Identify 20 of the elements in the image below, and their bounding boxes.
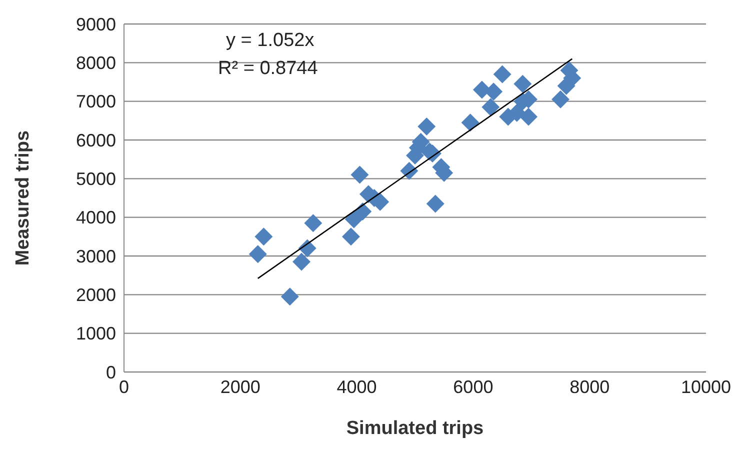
annotation: y = 1.052x bbox=[226, 30, 314, 52]
annotation: R² = 0.8744 bbox=[218, 58, 318, 80]
x-tick-label: 0 bbox=[118, 376, 130, 397]
y-tick-label: 0 bbox=[106, 362, 116, 382]
y-tick-label: 6000 bbox=[76, 130, 116, 150]
y-tick-label: 2000 bbox=[76, 285, 116, 306]
y-tick-label: 4000 bbox=[76, 208, 116, 228]
x-tick-label: 8000 bbox=[570, 376, 610, 397]
y-tick-label: 8000 bbox=[76, 53, 116, 74]
y-tick-label: 1000 bbox=[76, 324, 116, 344]
y-tick-label: 9000 bbox=[76, 14, 116, 34]
y-tick-label: 5000 bbox=[76, 169, 116, 190]
x-axis-title: Simulated trips bbox=[346, 418, 484, 439]
y-axis-title: Measured trips bbox=[12, 130, 34, 266]
x-tick-label: 6000 bbox=[453, 376, 494, 397]
y-tick-label: 3000 bbox=[76, 246, 116, 266]
x-tick-label: 2000 bbox=[220, 376, 260, 397]
y-tick-label: 7000 bbox=[76, 92, 116, 112]
x-tick-label: 4000 bbox=[336, 376, 377, 397]
x-tick-label: 10000 bbox=[680, 376, 732, 397]
